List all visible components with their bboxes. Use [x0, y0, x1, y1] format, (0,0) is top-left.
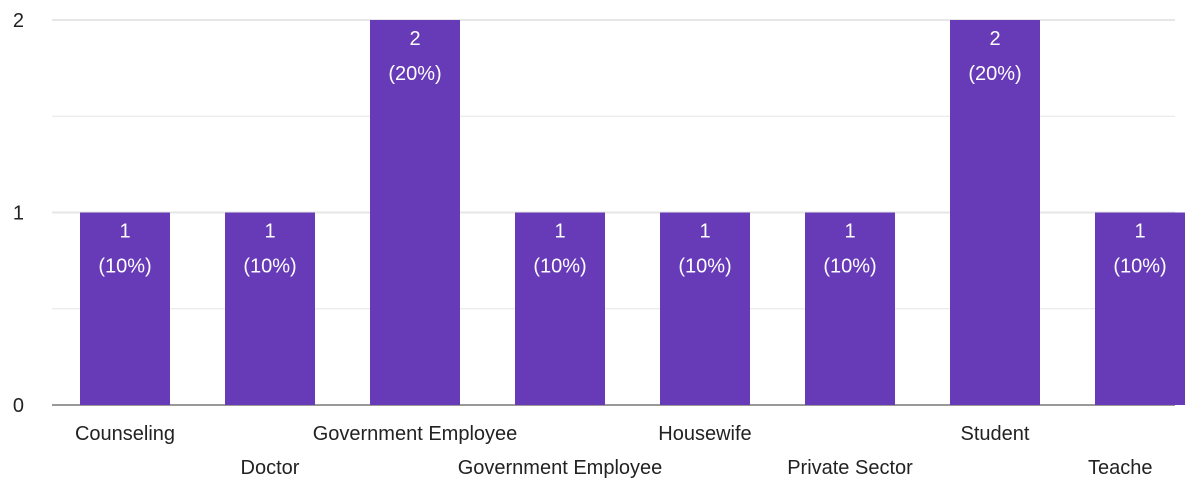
x-category-label: Government Employee — [458, 457, 663, 479]
x-category-label: Doctor — [241, 457, 300, 479]
x-category-label: Counseling — [75, 423, 175, 445]
x-category-label: Private Sector — [787, 457, 913, 479]
x-category-label: Government Employee — [313, 423, 518, 445]
bar-percent-label: (20%) — [968, 63, 1021, 85]
bar — [1095, 212, 1185, 405]
x-category-label: Teache — [1088, 457, 1153, 479]
y-tick-label: 2 — [13, 10, 24, 32]
bar-value-label: 2 — [409, 28, 420, 50]
x-category-label: Housewife — [658, 423, 751, 445]
bar-percent-label: (10%) — [243, 256, 296, 278]
bar-value-label: 1 — [554, 221, 565, 243]
bar-percent-label: (10%) — [1113, 256, 1166, 278]
bar-value-label: 1 — [1134, 221, 1145, 243]
bar — [950, 20, 1040, 405]
bar-value-label: 2 — [989, 28, 1000, 50]
y-tick-label: 0 — [13, 395, 24, 417]
bar-percent-label: (20%) — [388, 63, 441, 85]
bar — [80, 212, 170, 405]
bar-percent-label: (10%) — [533, 256, 586, 278]
bar — [225, 212, 315, 405]
y-tick-label: 1 — [13, 203, 24, 225]
bar — [370, 20, 460, 405]
bar-value-label: 1 — [119, 221, 130, 243]
bars: 1 (10%) 1 (10%) 2 (20%) 1 (10%) 1 (10%) 1 (10%) 2 (20… — [80, 20, 1185, 405]
bar-percent-label: (10%) — [823, 256, 876, 278]
bar — [660, 212, 750, 405]
x-category-label: Student — [961, 423, 1030, 445]
bar-value-label: 1 — [699, 221, 710, 243]
bar-percent-label: (10%) — [98, 256, 151, 278]
bar-value-label: 1 — [264, 221, 275, 243]
bar-percent-label: (10%) — [678, 256, 731, 278]
bar-value-label: 1 — [844, 221, 855, 243]
x-axis-labels: Counseling Doctor Government Employee Gover… — [75, 423, 1153, 479]
bar — [515, 212, 605, 405]
bar — [805, 212, 895, 405]
